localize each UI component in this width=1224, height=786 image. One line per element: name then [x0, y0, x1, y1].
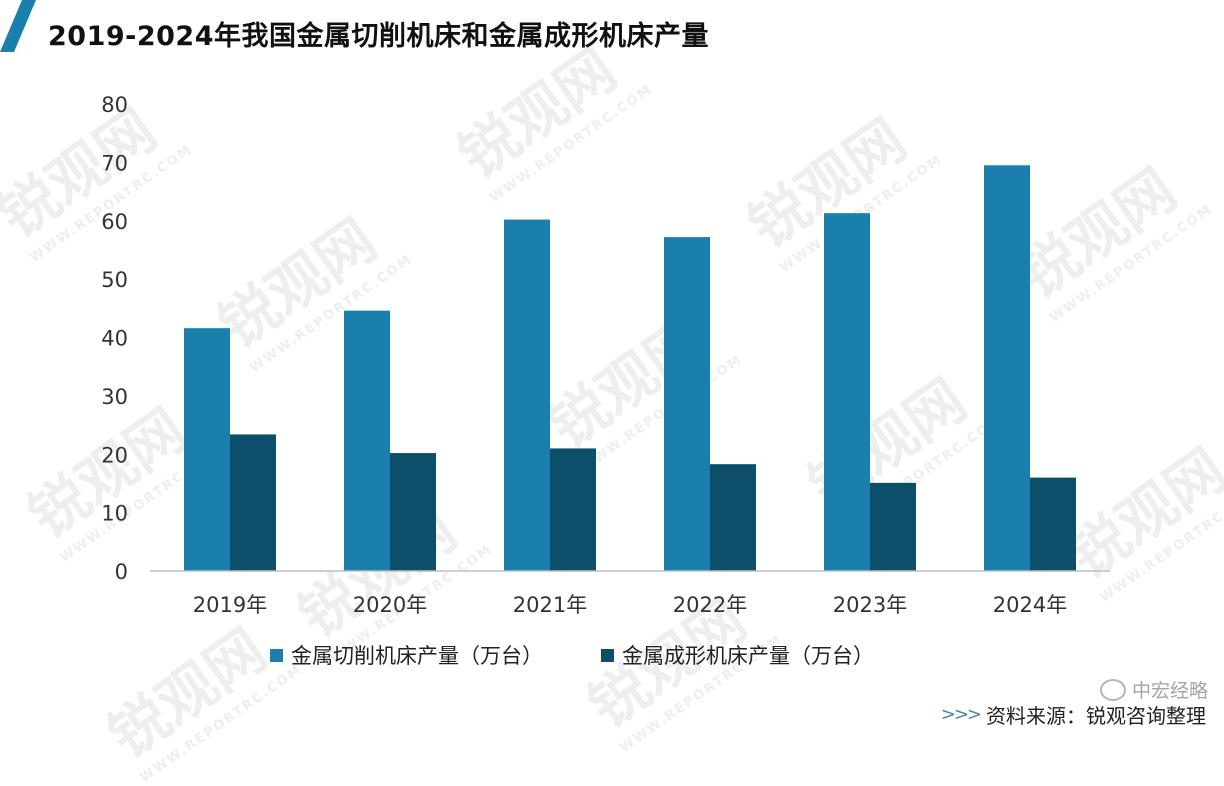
legend-swatch-series1: [270, 648, 283, 662]
source-arrows: >>>: [940, 704, 982, 725]
x-tick-label: 2019年: [193, 593, 267, 617]
bar-series2: [1030, 477, 1076, 571]
legend-swatch-series2: [601, 648, 614, 662]
y-tick-label: 0: [115, 560, 128, 584]
bar-series1: [824, 213, 870, 571]
legend-item-series2: 金属成形机床产量（万台）: [601, 640, 874, 670]
x-tick-label: 2020年: [353, 593, 427, 617]
bar-series1: [664, 237, 710, 571]
bar-series2: [390, 453, 436, 571]
legend: 金属切削机床产量（万台） 金属成形机床产量（万台）: [270, 640, 874, 670]
bar-series2: [230, 434, 276, 571]
legend-label-series1: 金属切削机床产量（万台）: [291, 644, 543, 668]
bar-series2: [710, 464, 756, 571]
wechat-watermark: 中宏经略: [1099, 676, 1208, 703]
y-tick-label: 60: [101, 210, 128, 234]
source-text: 资料来源：锐观咨询整理: [986, 704, 1206, 728]
y-tick-label: 50: [101, 268, 128, 292]
chart-title: 2019-2024年我国金属切削机床和金属成形机床产量: [48, 21, 709, 52]
legend-label-series2: 金属成形机床产量（万台）: [622, 644, 874, 668]
y-tick-label: 20: [101, 443, 128, 467]
x-tick-label: 2023年: [833, 593, 907, 617]
title-accent-bar: [0, 0, 36, 52]
x-tick-label: 2022年: [673, 593, 747, 617]
y-tick-label: 10: [101, 502, 128, 526]
bar-series1: [984, 165, 1030, 571]
wechat-icon: [1099, 678, 1126, 701]
x-tick-label: 2024年: [993, 593, 1067, 617]
legend-item-series1: 金属切削机床产量（万台）: [270, 640, 543, 670]
bar-series1: [504, 219, 550, 571]
bar-series2: [870, 482, 916, 571]
y-tick-label: 40: [101, 327, 128, 351]
bar-series1: [344, 310, 390, 571]
bar-chart: 0 10 20 30 40 50 60 70 80 2019年 2020年 2021年 2022年 202…: [101, 93, 1110, 617]
x-tick-label: 2021年: [513, 593, 587, 617]
y-tick-label: 30: [101, 385, 128, 409]
wechat-label: 中宏经略: [1131, 680, 1208, 702]
source-note: >>> 资料来源：锐观咨询整理: [941, 700, 1206, 729]
bar-series1: [184, 328, 230, 571]
y-tick-label: 80: [101, 93, 128, 117]
bar-series2: [550, 448, 596, 571]
y-tick-label: 70: [101, 151, 128, 175]
